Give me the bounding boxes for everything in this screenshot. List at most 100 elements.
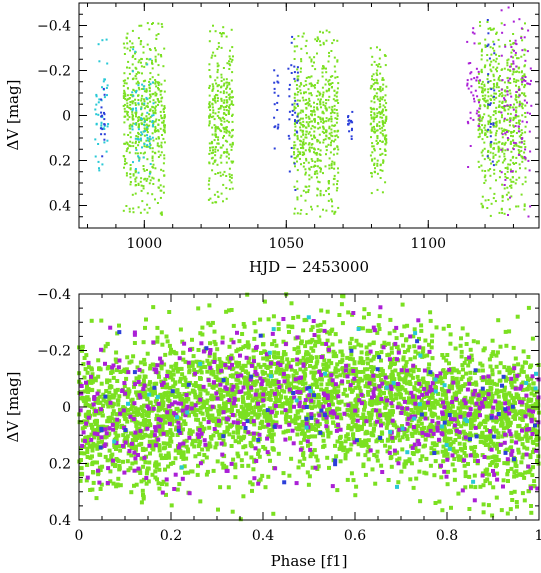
phase-diagram-point	[420, 433, 425, 438]
phase-diagram-point	[281, 471, 286, 476]
time-series-point	[474, 89, 477, 92]
phase-diagram-point	[133, 444, 138, 449]
time-series-point	[123, 142, 126, 145]
phase-diagram-point	[169, 374, 174, 379]
time-series-point	[382, 161, 385, 164]
time-series-point	[521, 70, 523, 73]
time-series-point	[321, 95, 324, 98]
phase-diagram-point	[154, 413, 159, 418]
time-series-point	[494, 60, 497, 63]
time-series-point	[103, 138, 106, 141]
phase-diagram-point	[355, 393, 360, 398]
time-series-point	[509, 185, 511, 188]
time-series-point	[229, 49, 231, 52]
phase-diagram-point	[181, 404, 186, 409]
phase-diagram-point	[521, 349, 526, 354]
time-series-point	[496, 70, 498, 73]
time-series-point	[376, 172, 379, 175]
time-series-point	[518, 105, 521, 108]
time-series-point	[510, 63, 513, 66]
time-series-point	[378, 111, 381, 113]
time-series-point	[516, 57, 518, 60]
time-series-point	[333, 104, 336, 107]
time-series-point	[382, 121, 385, 124]
time-series-point	[143, 107, 146, 110]
time-series-point	[480, 54, 483, 57]
time-series-point	[131, 91, 134, 94]
phase-diagram-point	[247, 405, 252, 410]
phase-diagram-point	[486, 455, 491, 460]
phase-diagram-point	[143, 447, 148, 452]
time-series-point	[159, 154, 162, 157]
time-series-point	[223, 112, 225, 115]
time-series-point	[220, 86, 222, 89]
time-series-point	[299, 153, 302, 155]
phase-diagram-point	[296, 427, 300, 432]
phase-diagram-point	[279, 367, 284, 372]
time-series-point	[305, 159, 308, 162]
time-series-point	[124, 93, 127, 96]
time-series-point	[372, 83, 375, 86]
phase-diagram-point	[215, 364, 220, 369]
time-series-point	[300, 209, 303, 212]
time-series-point	[478, 101, 480, 104]
phase-diagram-point	[93, 400, 98, 405]
time-series-point	[123, 46, 126, 49]
time-series-point	[336, 60, 339, 63]
time-series-point	[228, 106, 230, 109]
time-series-point	[481, 131, 484, 134]
time-series-point	[230, 176, 233, 179]
time-series-point	[94, 138, 97, 141]
time-series-point	[129, 164, 132, 166]
time-series-point	[231, 90, 234, 93]
phase-diagram-point	[440, 369, 445, 374]
time-series-point	[126, 118, 129, 121]
phase-diagram-point	[238, 420, 243, 424]
time-series-point	[334, 210, 337, 213]
time-series-point	[154, 109, 157, 112]
phase-diagram-point	[116, 476, 121, 481]
time-series-point	[219, 91, 222, 94]
time-series-point	[162, 129, 165, 132]
phase-diagram-point	[290, 325, 295, 330]
phase-diagram-point	[103, 399, 108, 404]
time-series-point	[526, 111, 529, 114]
time-series-point	[97, 143, 100, 145]
time-series-point	[385, 102, 388, 105]
phase-diagram-point	[522, 498, 527, 503]
time-series-x-tick-label: 1100	[410, 236, 446, 252]
time-series-point	[512, 180, 515, 183]
time-series-point	[496, 82, 499, 85]
phase-diagram-point	[284, 420, 289, 425]
time-series-point	[498, 45, 501, 48]
phase-diagram-point	[142, 362, 147, 367]
phase-diagram-point	[380, 438, 384, 443]
time-series-point	[328, 106, 331, 109]
phase-diagram-point	[135, 433, 140, 438]
phase-diagram-point	[502, 388, 507, 393]
time-series-point	[504, 158, 507, 160]
time-series-point	[319, 100, 322, 103]
time-series-point	[511, 170, 514, 173]
time-series-point	[331, 124, 334, 127]
time-series-point	[381, 123, 384, 126]
time-series-point	[220, 105, 223, 108]
time-series-point	[304, 126, 307, 129]
time-series-point	[134, 192, 137, 195]
time-series-point	[123, 121, 126, 124]
time-series-point	[382, 83, 385, 86]
time-series-point	[307, 189, 310, 191]
time-series-point	[322, 41, 325, 44]
phase-diagram-point	[504, 416, 509, 421]
time-series-point	[336, 59, 339, 62]
time-series-point	[492, 95, 495, 98]
phase-diagram-point	[520, 442, 525, 447]
time-series-point	[216, 48, 219, 50]
time-series-point	[492, 123, 495, 126]
phase-diagram-point	[298, 367, 303, 372]
time-series-point	[230, 60, 233, 63]
time-series-point	[484, 100, 487, 103]
time-series-point	[296, 160, 298, 163]
time-series-point	[154, 130, 157, 133]
time-series-point	[527, 159, 530, 162]
